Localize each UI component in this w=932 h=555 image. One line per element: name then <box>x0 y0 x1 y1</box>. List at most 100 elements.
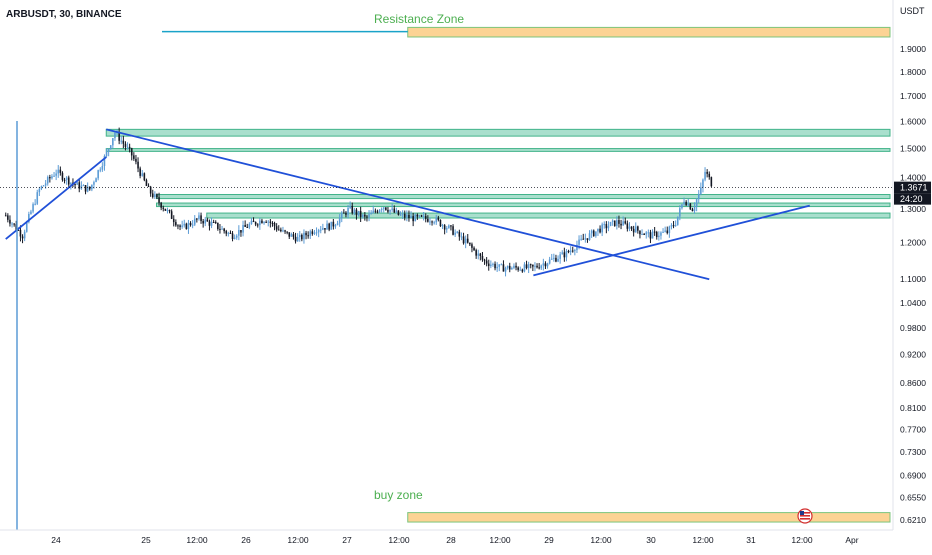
resistance-zone-0[interactable] <box>407 26 891 38</box>
candle-body-289 <box>611 220 614 222</box>
candle-body-288 <box>609 221 612 227</box>
candle-body-51 <box>112 138 114 146</box>
candle-body-297 <box>628 226 631 229</box>
candle-body-272 <box>576 244 578 251</box>
candle-body-334 <box>706 171 708 174</box>
candle-body-122 <box>261 220 263 224</box>
candle-body-157 <box>334 225 337 227</box>
candle-body-19 <box>44 183 47 186</box>
candle-body-293 <box>620 223 622 226</box>
candle-body-136 <box>290 234 293 237</box>
candle-body-55 <box>120 140 123 142</box>
support-zone-5[interactable] <box>156 202 891 208</box>
candle-body-281 <box>595 231 597 237</box>
candle-body-79 <box>170 211 173 219</box>
candle-body-173 <box>368 214 370 218</box>
price-axis[interactable]: USDT 1.9000 1.8000 1.7000 1.6000 1.5000 1.400… <box>892 0 931 530</box>
candle-body-108 <box>231 233 234 239</box>
candle-body-22 <box>51 176 53 179</box>
candle-body-183 <box>389 209 391 212</box>
trendline-1[interactable] <box>106 128 710 281</box>
candle-body-18 <box>42 185 45 187</box>
candle-body-181 <box>385 207 387 210</box>
buy-zone-1[interactable] <box>407 512 891 523</box>
support-zone-2[interactable] <box>105 128 891 137</box>
candle-body-44 <box>97 170 99 179</box>
candle-body-216 <box>458 231 461 237</box>
trendline-0[interactable] <box>5 156 107 240</box>
candle-body-139 <box>296 237 299 242</box>
candle-body-295 <box>624 221 627 224</box>
candle-body-257 <box>544 263 547 267</box>
candle-body-70 <box>151 193 154 198</box>
last-price-value: 1.3671 <box>900 183 928 193</box>
candle-body-75 <box>162 207 165 209</box>
candle-body-238 <box>504 268 507 272</box>
candle-body-326 <box>689 203 692 210</box>
countdown-value: 24:20 <box>900 194 923 204</box>
time-tick-label: 12:00 <box>489 535 511 545</box>
price-tick-label: 1.1000 <box>900 274 926 284</box>
support-zone-4[interactable] <box>156 194 891 200</box>
candle-body-319 <box>674 224 677 226</box>
price-tick-label: 1.6000 <box>900 116 926 126</box>
price-tick-label: 0.6900 <box>900 471 926 481</box>
candle-body-231 <box>490 264 492 266</box>
candle-body-198 <box>420 215 423 217</box>
time-tick-label: 30 <box>646 535 656 545</box>
candle-body-116 <box>248 224 251 228</box>
candle-body-21 <box>49 177 51 179</box>
candle-body-335 <box>708 173 711 178</box>
candle-body-212 <box>450 225 452 227</box>
candle-body-248 <box>525 264 528 269</box>
candle-body-217 <box>460 236 463 238</box>
candle-body-321 <box>679 208 681 217</box>
candle-body-333 <box>704 171 706 180</box>
candle-body-228 <box>483 259 486 261</box>
candle-body-302 <box>639 230 641 235</box>
candle-body-81 <box>175 222 177 226</box>
candle-body-199 <box>422 216 425 218</box>
candle-body-82 <box>177 225 179 227</box>
candle-body-290 <box>613 220 616 226</box>
support-zone-3[interactable] <box>105 148 891 152</box>
candle-body-275 <box>582 238 585 240</box>
candle-body-211 <box>448 225 450 229</box>
candle-body-91 <box>196 218 198 220</box>
candle-body-204 <box>433 222 435 224</box>
candle-body-168 <box>357 210 360 216</box>
candle-body-106 <box>227 232 230 234</box>
support-zone-6[interactable] <box>206 212 891 219</box>
price-tick-label: 0.7700 <box>900 424 926 434</box>
candle-body-99 <box>212 221 215 223</box>
candle-body-186 <box>395 210 398 213</box>
candle-body-256 <box>542 263 545 266</box>
candle-body-56 <box>122 140 125 144</box>
candle-body-167 <box>355 209 358 216</box>
candle-body-223 <box>473 247 475 251</box>
candle-body-28 <box>63 179 66 181</box>
price-tick-label: 1.7000 <box>900 91 926 101</box>
candle-body-114 <box>244 224 246 227</box>
candle-body-50 <box>109 145 112 149</box>
candle-body-88 <box>189 222 192 226</box>
candle-body-57 <box>124 143 127 147</box>
candle-body-243 <box>515 265 517 268</box>
candle-body-276 <box>584 238 587 240</box>
candle-body-192 <box>408 214 410 219</box>
candle-body-303 <box>641 234 643 236</box>
candle-body-207 <box>439 219 442 227</box>
candle-body-252 <box>534 265 536 267</box>
candle-body-315 <box>666 230 669 234</box>
candle-body-331 <box>700 187 702 194</box>
candle-body-68 <box>147 185 150 187</box>
trendline-2[interactable] <box>533 204 810 277</box>
time-tick-label: 12:00 <box>791 535 813 545</box>
time-tick-label: 31 <box>746 535 756 545</box>
symbol-title[interactable]: ARBUSDT, 30, BINANCE <box>6 9 122 20</box>
us-flag-icon[interactable] <box>797 508 813 524</box>
time-axis[interactable]: 24 25 12:00 26 12:00 27 12:00 28 12:00 29 12:00 30 1… <box>0 529 893 545</box>
candle-body-100 <box>214 222 217 224</box>
